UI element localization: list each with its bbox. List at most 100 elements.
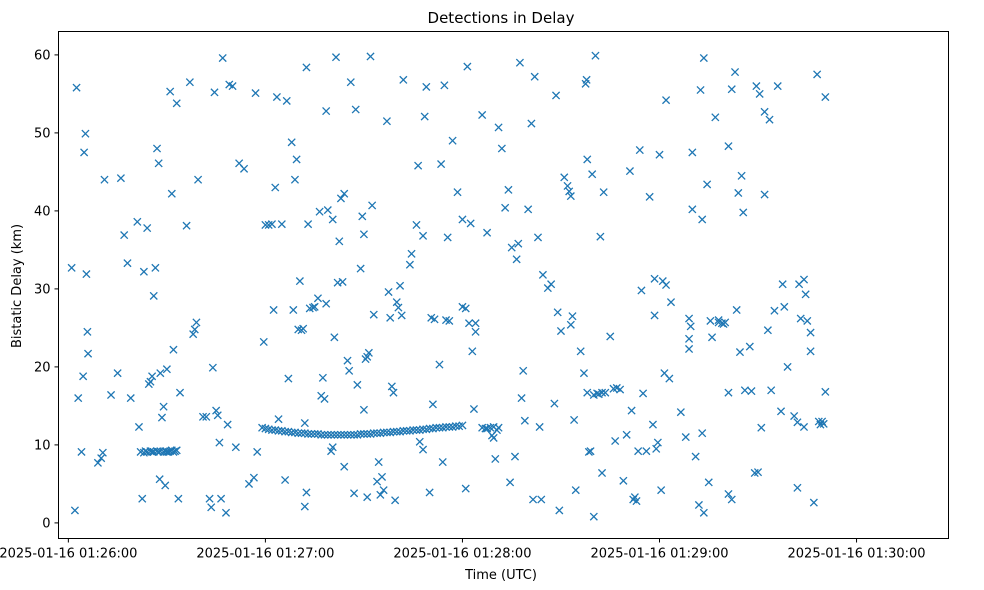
detection-point [318, 373, 327, 382]
detection-point [653, 438, 662, 447]
detection-point [154, 159, 163, 168]
detection-point [331, 53, 341, 62]
detection-point [338, 277, 347, 286]
detection-point [494, 423, 503, 432]
detection-point [358, 212, 367, 221]
detection-point [637, 286, 646, 295]
detection-point [185, 78, 194, 87]
detection-point [218, 53, 227, 63]
detection-point [591, 51, 600, 60]
detection-point [340, 189, 349, 198]
detection-point [317, 430, 326, 439]
detection-point [698, 429, 707, 438]
detection-point [327, 430, 336, 439]
detection-point [821, 387, 830, 396]
detection-point [707, 333, 717, 342]
detection-point [304, 220, 313, 229]
detection-point [563, 181, 572, 190]
detection-point [435, 360, 444, 369]
detection-point [210, 88, 219, 97]
detection-point [356, 429, 365, 439]
detection-point [80, 148, 89, 157]
detection-point [425, 488, 434, 497]
detection-point [737, 171, 746, 180]
detection-point [228, 82, 237, 91]
detection-point [83, 349, 93, 358]
detection-point [138, 494, 147, 503]
detection-point [599, 188, 608, 197]
detection-point [330, 430, 339, 439]
detection-point [391, 496, 400, 505]
detection-point [579, 369, 589, 378]
detection-point [796, 314, 805, 323]
detection-point [676, 408, 685, 417]
detection-point [152, 144, 162, 153]
detection-point [161, 481, 170, 490]
detection-point [208, 363, 217, 372]
detection-point [320, 394, 329, 403]
detection-point [106, 390, 116, 400]
detection-point [686, 322, 695, 331]
detection-point [819, 419, 828, 428]
detection-point [727, 495, 736, 504]
detection-point [281, 427, 290, 436]
detection-point [172, 446, 181, 455]
detection-point [343, 430, 352, 439]
detection-point [611, 436, 620, 446]
detection-point [418, 425, 428, 434]
detection-point [566, 320, 575, 329]
detection-point [666, 298, 676, 307]
detection-point [346, 78, 355, 87]
detection-point [770, 306, 779, 315]
detection-point [116, 174, 125, 183]
detection-point [97, 454, 106, 463]
y-tick-label: 50 [34, 126, 51, 141]
detection-point [328, 215, 337, 224]
detection-point [783, 362, 792, 371]
detection-point [194, 175, 203, 184]
detection-point [269, 305, 278, 315]
detection-point [441, 422, 451, 432]
detection-point [747, 387, 756, 396]
detection-point [379, 428, 388, 437]
detection-point [167, 189, 176, 198]
detection-point [464, 319, 474, 328]
detection-point [70, 506, 79, 515]
detection-point [793, 418, 802, 427]
detection-point [139, 267, 148, 276]
detection-point [650, 274, 659, 283]
y-tick-label: 60 [34, 48, 51, 63]
detection-point [67, 263, 76, 272]
detection-point [501, 203, 510, 212]
detection-point [244, 479, 254, 488]
detection-point [645, 192, 654, 201]
detection-point [343, 356, 352, 365]
detection-point [300, 502, 309, 511]
detection-point [537, 495, 546, 504]
detection-point [565, 187, 574, 196]
detection-point [363, 429, 372, 439]
detection-point [435, 423, 444, 432]
detection-point [684, 314, 694, 323]
detection-point [300, 419, 309, 428]
detection-point [148, 372, 157, 381]
detection-point [159, 402, 168, 411]
detection-point [172, 99, 181, 108]
detection-point [466, 219, 475, 228]
detection-point [346, 430, 355, 439]
detection-point [221, 508, 231, 517]
detection-point [601, 388, 610, 397]
detection-point [297, 429, 306, 438]
detection-point [648, 420, 657, 429]
detection-point [239, 164, 249, 173]
detection-point [699, 508, 708, 517]
detection-point [515, 58, 524, 67]
detection-point [461, 484, 470, 493]
y-tick-label: 0 [42, 516, 50, 531]
detection-point [445, 316, 454, 325]
detection-point [418, 231, 428, 240]
detection-point [302, 63, 311, 72]
detection-point [652, 444, 661, 453]
detection-point [392, 298, 401, 307]
detection-point [259, 337, 268, 346]
